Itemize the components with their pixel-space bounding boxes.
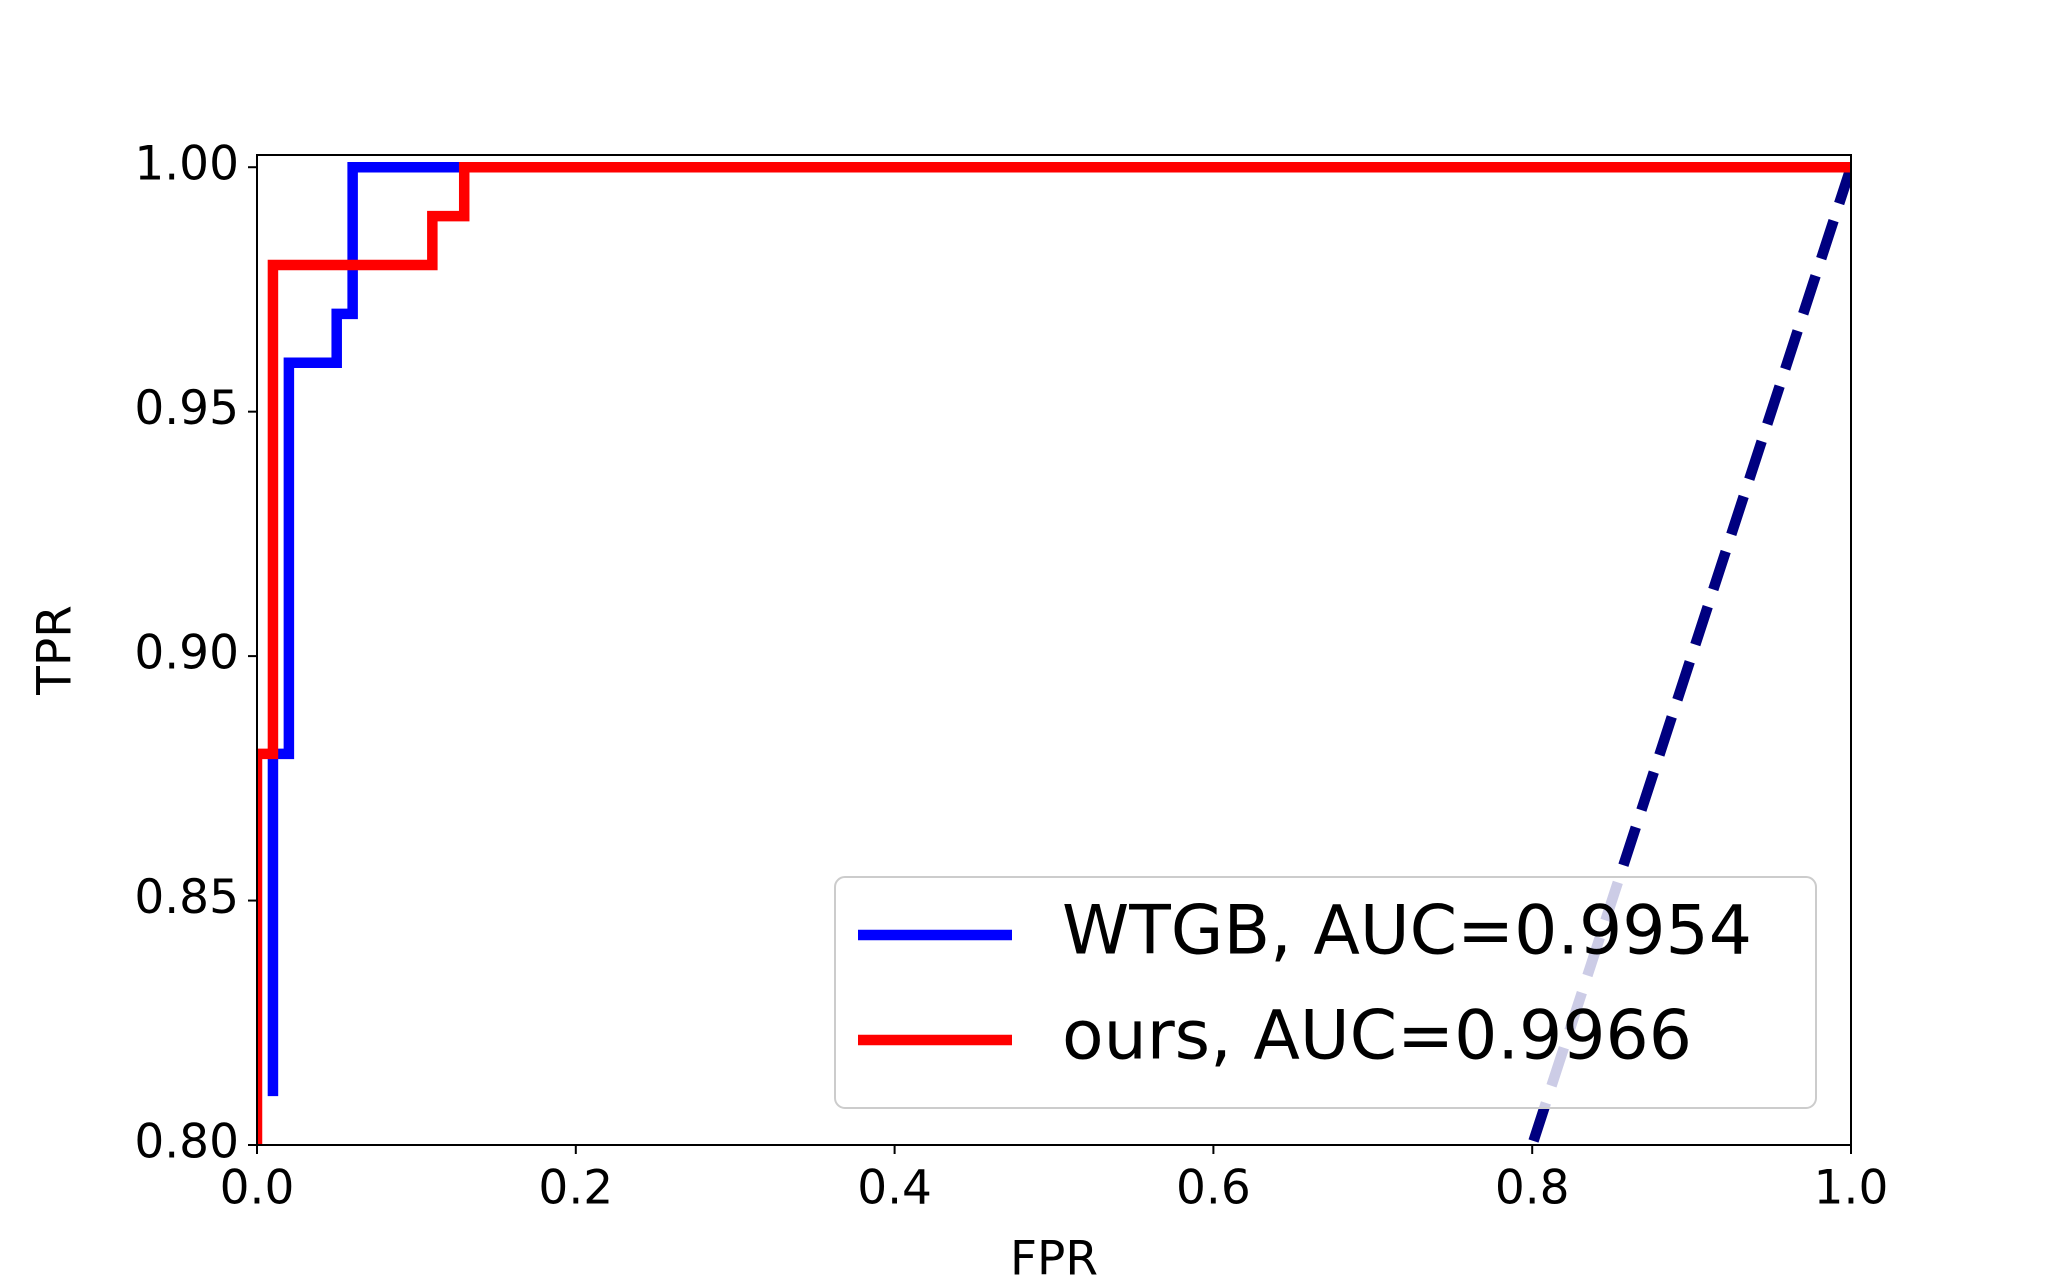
x-tick-label: 0.2 — [538, 1161, 613, 1216]
roc-line — [267, 161, 1851, 1097]
x-tick-label: 0.0 — [220, 1161, 295, 1216]
y-axis-label: TPR — [28, 605, 83, 696]
legend-box — [834, 876, 1817, 1109]
x-tick-label: 1.0 — [1814, 1161, 1889, 1216]
axes-frame — [256, 154, 1852, 1146]
y-tick-label: 0.85 — [134, 870, 239, 925]
y-tick-label: 0.95 — [134, 381, 239, 436]
x-axis-label: FPR — [1010, 1232, 1098, 1280]
x-tick-label: 0.6 — [1176, 1161, 1251, 1216]
reference-line — [1526, 165, 1851, 1145]
roc-line — [257, 161, 1851, 1145]
legend-label: ours, AUC=0.9966 — [1062, 997, 1692, 1076]
legend: WTGB, AUC=0.9954 ours, AUC=0.9966 — [834, 876, 1817, 1109]
legend-label: WTGB, AUC=0.9954 — [1062, 892, 1752, 971]
x-tick-label: 0.8 — [1495, 1161, 1570, 1216]
plot-area — [257, 161, 1851, 1145]
y-tick-label: 0.80 — [134, 1115, 239, 1170]
y-tick-label: 1.00 — [134, 137, 239, 192]
x-tick-label: 0.4 — [857, 1161, 932, 1216]
y-tick-label: 0.90 — [134, 626, 239, 681]
